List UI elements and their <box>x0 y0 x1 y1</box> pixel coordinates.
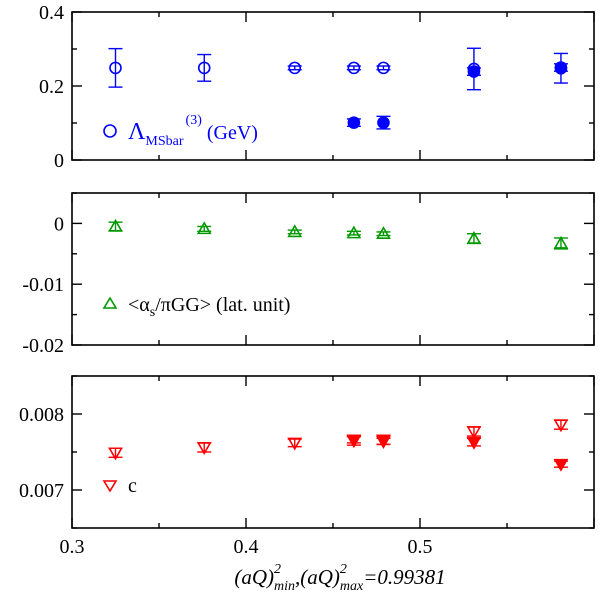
data-point-triangle-up-open <box>287 224 303 238</box>
data-point-triangle-down-open <box>553 419 569 433</box>
legend-marker-triangle-up-open <box>102 296 118 309</box>
data-point-circle-filled <box>554 61 568 74</box>
legend-bottom: c <box>102 475 137 497</box>
data-point-triangle-up-open <box>376 226 391 240</box>
data-point-triangle-up-open <box>553 235 569 249</box>
plot-frame-gluon <box>71 192 595 346</box>
data-point-triangle-down-filled <box>346 434 362 448</box>
legend-lambda-symbol: Λ <box>128 119 146 145</box>
x-tick-label: 0.4 <box>234 536 259 558</box>
data-point-triangle-down-filled <box>553 458 569 472</box>
legend-marker-circle-open <box>103 124 117 138</box>
panel-gluon: 0 -0.01 -0.02 <box>22 192 595 357</box>
x-axis-title: (aQ)2 min,(aQ)2 max=0.99381 <box>234 562 445 593</box>
data-point-triangle-down-open <box>466 426 482 440</box>
data-point-circle-open <box>347 61 361 75</box>
xlabel-sup2: 2 <box>340 562 347 577</box>
plot-frame-c <box>71 375 595 529</box>
xlabel-tail: =0.99381 <box>363 565 445 589</box>
x-tick-label: 0.3 <box>60 536 85 558</box>
data-point-triangle-down-open <box>287 437 303 451</box>
x-tick-label: 0.5 <box>408 536 433 558</box>
data-point-circle-filled <box>467 65 481 78</box>
svg-text:ΛMSbar(3) (GeV): ΛMSbar(3) (GeV) <box>128 113 258 149</box>
data-point-triangle-up-open <box>108 218 123 232</box>
legend-lambda-sup: (3) <box>186 113 203 128</box>
xlabel-sub2: max <box>340 579 364 593</box>
y-tick-label: 0.008 <box>19 404 64 426</box>
legend-top: ΛMSbar(3) (GeV) <box>103 113 258 149</box>
data-point-triangle-down-open <box>196 442 212 456</box>
data-point-circle-open <box>288 61 302 75</box>
xlabel-base1: (aQ) <box>234 565 274 589</box>
legend-middle: <αs/πGG> (lat. unit) <box>102 294 290 320</box>
series-c-1 <box>346 434 569 472</box>
xlabel-mid: ,(aQ) <box>295 565 340 589</box>
svg-text:<αs/πGG> (lat. unit): <αs/πGG> (lat. unit) <box>128 294 290 320</box>
series-gluon-0 <box>108 218 569 250</box>
series-c-0 <box>108 419 569 461</box>
legend-gluon-lead: <α <box>128 294 150 316</box>
y-tick-label: 0.007 <box>19 480 64 502</box>
series-lambda-0 <box>108 47 568 91</box>
data-point-triangle-down-filled <box>466 436 482 450</box>
y-tick-label: -0.01 <box>22 274 64 296</box>
data-point-circle-open <box>377 61 390 75</box>
panel-c: 0.3 0.4 0.5 0.007 0.008 <box>19 375 595 558</box>
data-point-triangle-down-open <box>108 447 123 461</box>
data-point-triangle-down-filled <box>376 436 391 449</box>
legend-marker-triangle-down-open <box>102 480 118 493</box>
panels: 0 0.2 0.4 0 -0.01 -0.02 0.3 0.4 0.5 0.007 0.008 <box>19 2 595 558</box>
legend-gluon-rest: /πGG> (lat. unit) <box>155 294 290 316</box>
y-tick-label: 0.4 <box>39 2 64 24</box>
data-point-circle-open <box>109 61 122 75</box>
data-point-circle-open <box>197 61 211 75</box>
data-point-triangle-up-open <box>466 230 482 244</box>
series-lambda-1 <box>346 61 568 130</box>
data-point-circle-filled <box>377 116 390 129</box>
legend-gluon-sub: s <box>150 305 155 320</box>
data-point-triangle-up-open <box>196 221 212 235</box>
y-tick-label: 0 <box>54 213 64 235</box>
legend-lambda-rest: (GeV) <box>202 122 258 144</box>
y-tick-label: -0.02 <box>22 335 64 357</box>
y-tick-label: 0 <box>54 150 64 172</box>
data-point-triangle-up-open <box>346 225 362 239</box>
legend-lambda-sub: MSbar <box>145 134 183 149</box>
xlabel-sub1: min <box>274 579 295 593</box>
data-point-circle-filled <box>347 116 361 129</box>
y-tick-label: 0.2 <box>39 76 64 98</box>
legend-c-text: c <box>128 475 137 497</box>
panel-lambda: 0 0.2 0.4 <box>39 2 595 172</box>
xlabel-sup1: 2 <box>274 562 281 577</box>
